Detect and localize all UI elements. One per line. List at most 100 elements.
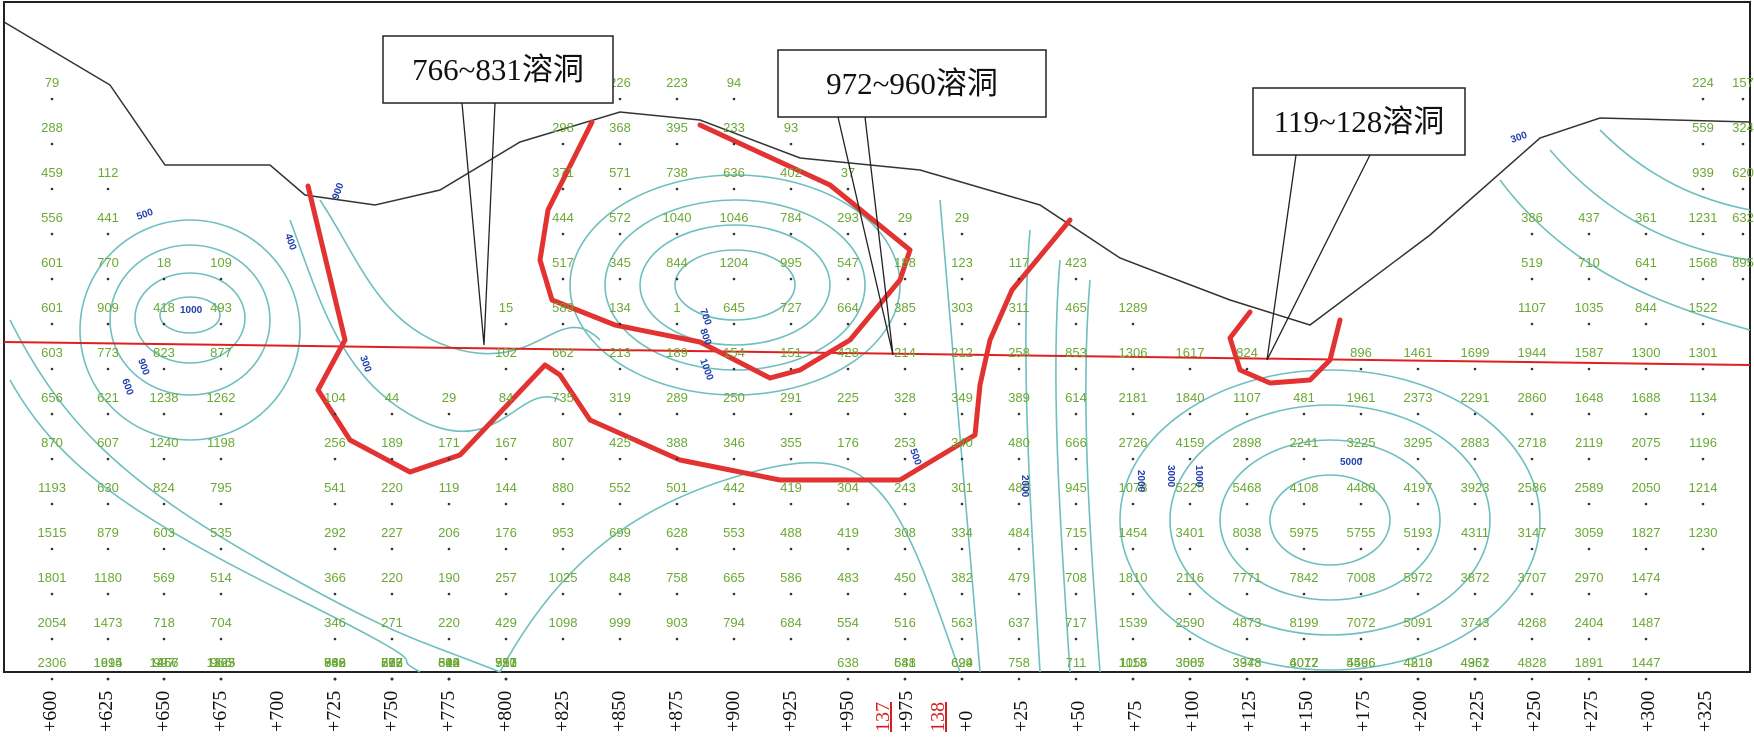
grid-value: 425: [609, 435, 631, 450]
grid-point: [561, 232, 565, 236]
grid-point: [162, 367, 166, 371]
grid-value: 29: [442, 390, 456, 405]
grid-value: 694: [951, 655, 973, 670]
x-axis-label: +275: [1580, 691, 1602, 732]
grid-point: [732, 412, 736, 416]
contour-label: 5000: [1340, 457, 1363, 468]
grid-value: 1025: [549, 570, 578, 585]
grid-value: 563: [951, 615, 973, 630]
grid-value: 395: [666, 120, 688, 135]
grid-value: 1454: [1119, 525, 1148, 540]
grid-value: 189: [666, 345, 688, 360]
grid-point: [50, 142, 54, 146]
grid-point: [732, 592, 736, 596]
grid-point: [675, 502, 679, 506]
grid-point: [390, 677, 394, 681]
grid-value: 346: [324, 615, 346, 630]
grid-value: 773: [97, 345, 119, 360]
grid-point: [1074, 502, 1078, 506]
grid-value: 257: [495, 570, 517, 585]
grid-point: [106, 547, 110, 551]
grid-point: [561, 502, 565, 506]
grid-value: 572: [609, 210, 631, 225]
grid-value: 3743: [1461, 615, 1490, 630]
grid-point: [1644, 232, 1648, 236]
grid-point: [50, 277, 54, 281]
grid-point: [789, 277, 793, 281]
x-axis-label: +825: [551, 691, 573, 732]
grid-point: [504, 637, 508, 641]
grid-value: 4352: [1461, 655, 1490, 670]
grid-value: 459: [41, 165, 63, 180]
grid-value: 547: [837, 255, 859, 270]
grid-value: 554: [837, 615, 859, 630]
grid-point: [1587, 457, 1591, 461]
grid-value: 214: [894, 345, 916, 360]
grid-point: [561, 142, 565, 146]
x-axis-label: +850: [608, 691, 630, 732]
grid-point: [162, 547, 166, 551]
grid-point: [618, 592, 622, 596]
grid-value: 2373: [1404, 390, 1433, 405]
grid-value: 665: [723, 570, 745, 585]
grid-point: [903, 457, 907, 461]
grid-value: 483: [837, 570, 859, 585]
grid-point: [219, 592, 223, 596]
grid-point: [1245, 637, 1249, 641]
grid-point: [1473, 502, 1477, 506]
grid-value: 718: [153, 615, 175, 630]
grid-point: [106, 412, 110, 416]
grid-value: 123: [951, 255, 973, 270]
grid-value: 662: [381, 655, 403, 670]
grid-point: [618, 547, 622, 551]
grid-value: 5755: [1347, 525, 1376, 540]
grid-point: [618, 502, 622, 506]
grid-value: 419: [780, 480, 802, 495]
grid-value: 571: [609, 165, 631, 180]
grid-point: [50, 502, 54, 506]
grid-value: 1180: [94, 570, 122, 585]
x-axis-labels: +600 +625 +650 +675 +700 +725 +750 +775 +800 +825…: [39, 691, 1716, 732]
grid-value: 256: [324, 435, 346, 450]
x-axis-label: +150: [1295, 691, 1317, 732]
grid-value: 428: [837, 345, 859, 360]
grid-point: [1587, 502, 1591, 506]
leader-119-128: [1266, 154, 1371, 361]
grid-point: [1074, 367, 1078, 371]
grid-value: 4480: [1347, 480, 1376, 495]
grid-point: [960, 412, 964, 416]
grid-value: 1214: [1689, 480, 1718, 495]
grid-point: [50, 187, 54, 191]
grid-value: 873: [381, 655, 403, 670]
grid-value: 614: [1065, 390, 1087, 405]
cave-outlines: [305, 119, 1343, 483]
grid-value: 220: [438, 615, 460, 630]
grid-value: 1447: [1632, 655, 1661, 670]
grid-point: [50, 547, 54, 551]
grid-point: [1530, 277, 1534, 281]
grid-value: 1040: [663, 210, 692, 225]
grid-point: [1530, 457, 1534, 461]
grid-value: 5975: [1290, 525, 1319, 540]
grid-point: [789, 502, 793, 506]
grid-value: 4466: [1347, 655, 1376, 670]
grid-value: 312: [438, 655, 460, 670]
grid-value: 176: [495, 525, 517, 540]
grid-point: [1131, 367, 1135, 371]
grid-value: 770: [97, 255, 119, 270]
x-axis-label: +0: [955, 711, 977, 732]
grid-point: [1074, 412, 1078, 416]
grid-value: 1522: [1689, 300, 1718, 315]
x-axis-label: +175: [1352, 691, 1374, 732]
grid-value: 4311: [1461, 525, 1489, 540]
grid-value: 151: [780, 345, 802, 360]
grid-point: [219, 277, 223, 281]
callout-766-831-text: 766~831溶洞: [412, 52, 584, 87]
grid-value: 388: [666, 435, 688, 450]
grid-point: [1302, 592, 1306, 596]
grid-point: [846, 187, 850, 191]
grid-value: 607: [97, 435, 119, 450]
grid-value: 711: [1066, 655, 1087, 670]
grid-value: 206: [438, 525, 460, 540]
grid-point: [732, 97, 736, 101]
